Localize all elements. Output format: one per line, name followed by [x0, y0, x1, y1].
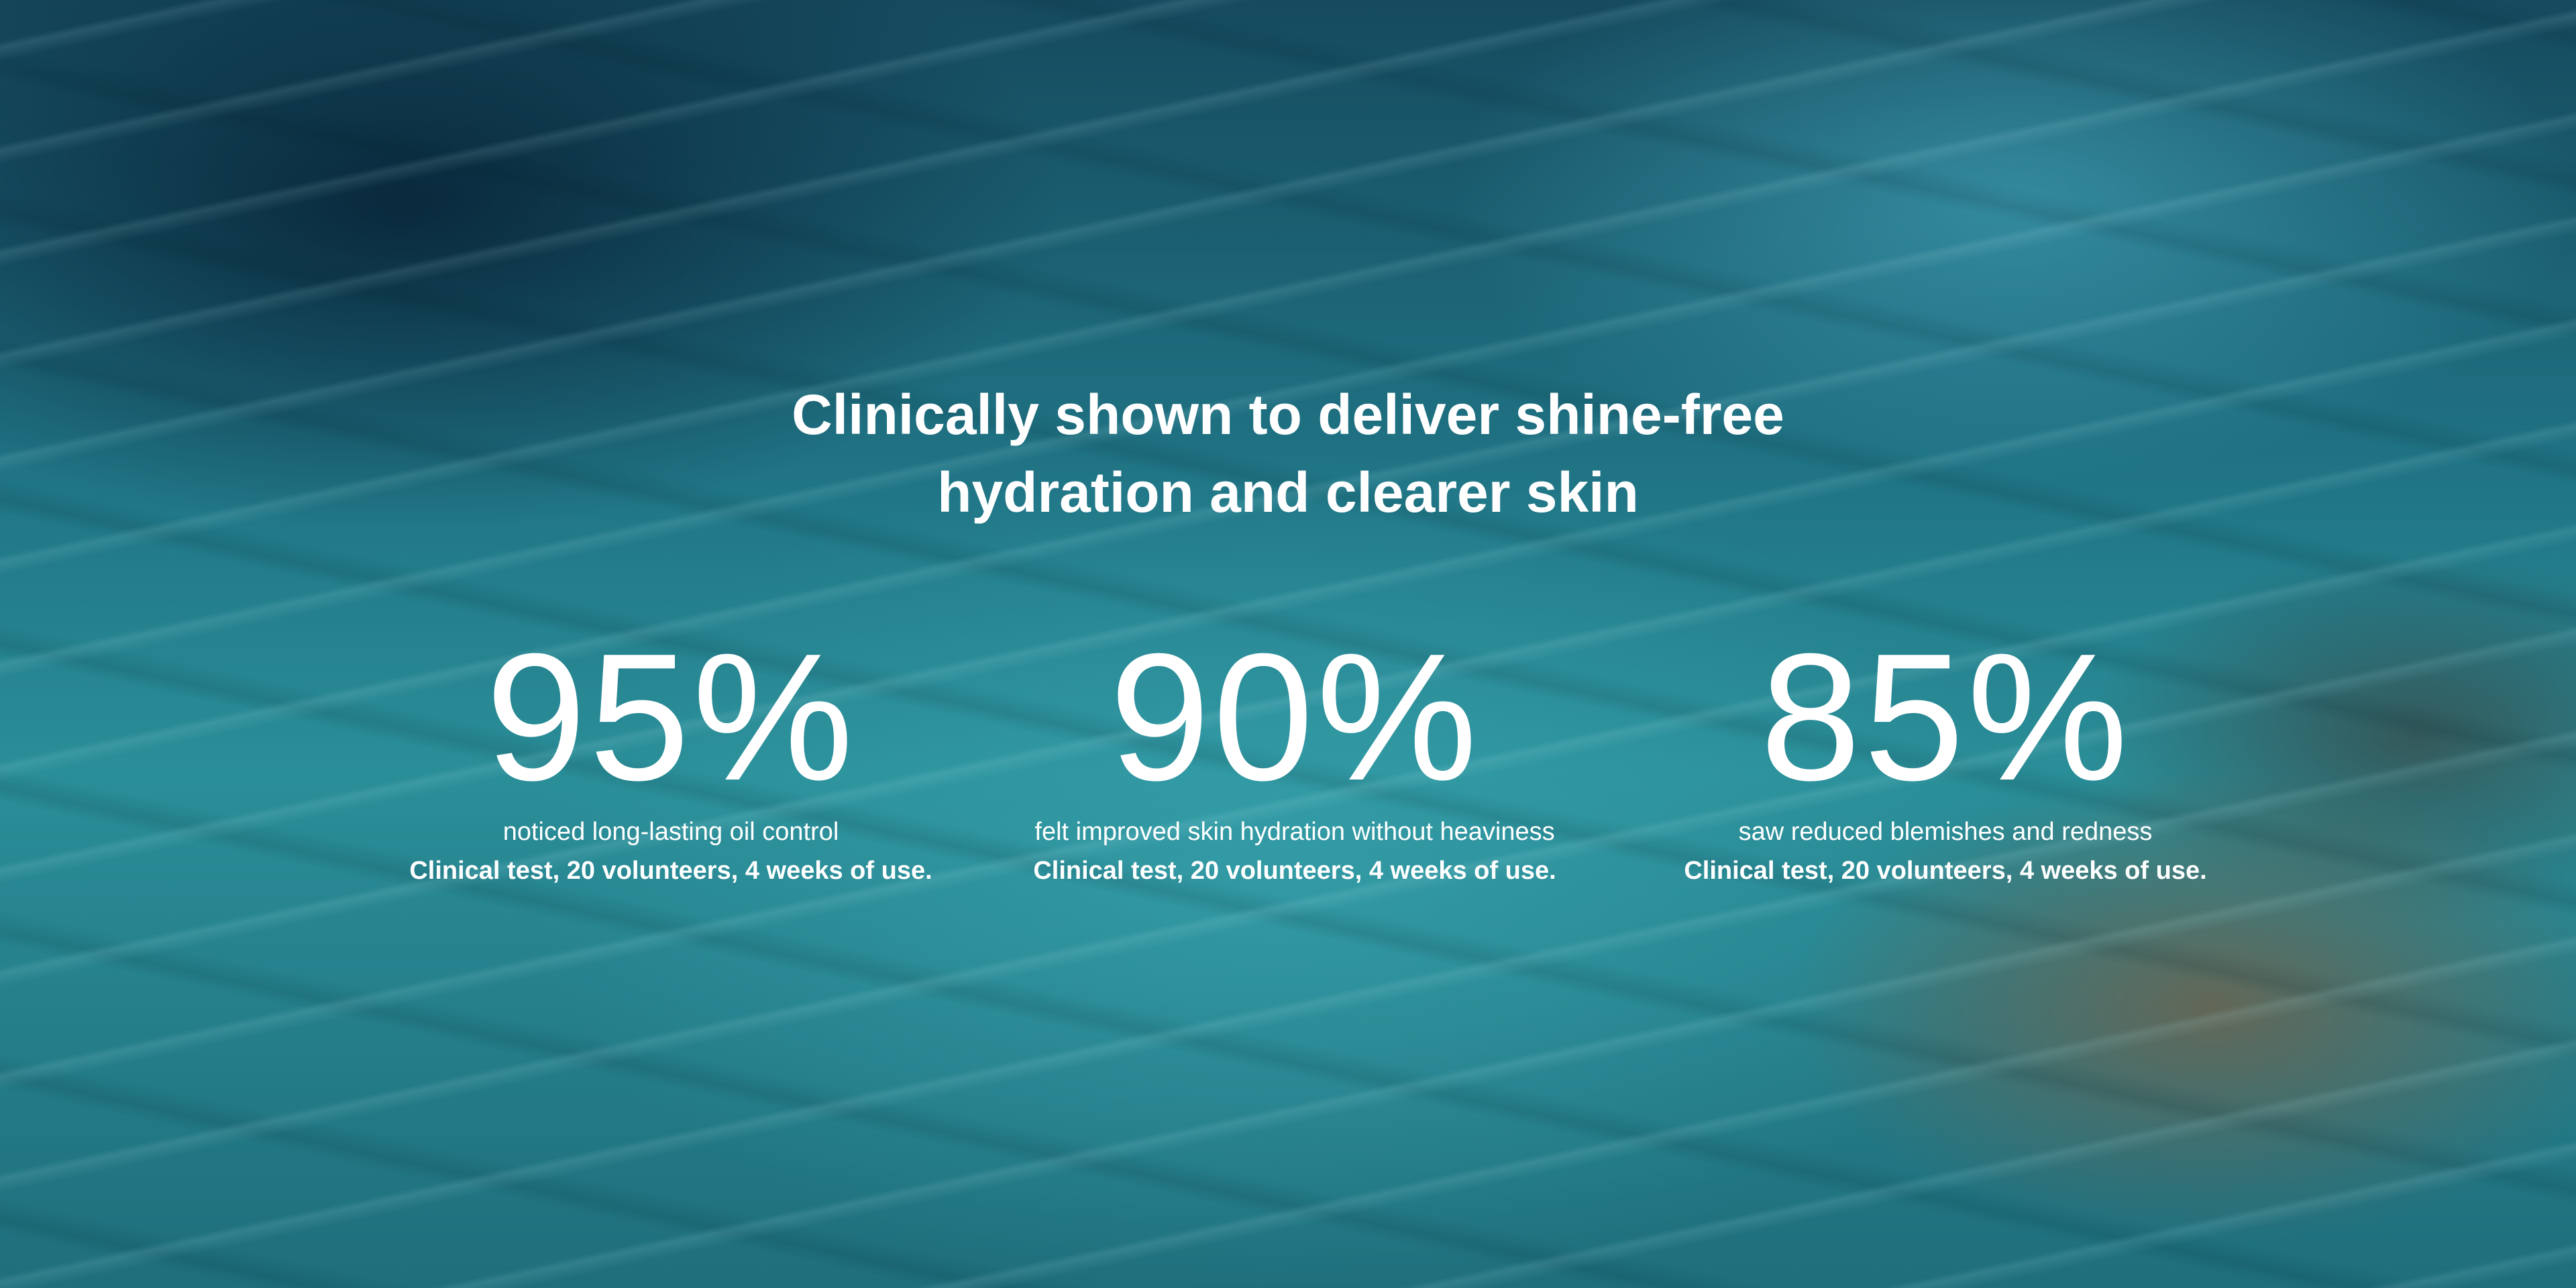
stat-value: 95%	[485, 616, 857, 818]
stat-blemishes: 85% saw reduced blemishes and redness Cl…	[1610, 624, 2281, 885]
headline: Clinically shown to deliver shine-free h…	[0, 376, 2576, 531]
headline-line-1: Clinically shown to deliver shine-free	[792, 383, 1784, 446]
stat-value: 90%	[1109, 616, 1481, 818]
headline-line-2: hydration and clearer skin	[937, 461, 1639, 524]
stat-hydration: 90% felt improved skin hydration without…	[959, 624, 1630, 885]
stat-caption: felt improved skin hydration without hea…	[1034, 818, 1555, 846]
stat-note: Clinical test, 20 volunteers, 4 weeks of…	[1684, 857, 2207, 885]
stat-value: 85%	[1760, 616, 2131, 818]
stat-oil-control: 95% noticed long-lasting oil control Cli…	[335, 624, 1006, 885]
stat-note: Clinical test, 20 volunteers, 4 weeks of…	[409, 857, 932, 885]
stat-caption: saw reduced blemishes and redness	[1738, 818, 2153, 846]
stat-caption: noticed long-lasting oil control	[502, 818, 839, 846]
stat-note: Clinical test, 20 volunteers, 4 weeks of…	[1033, 857, 1556, 885]
